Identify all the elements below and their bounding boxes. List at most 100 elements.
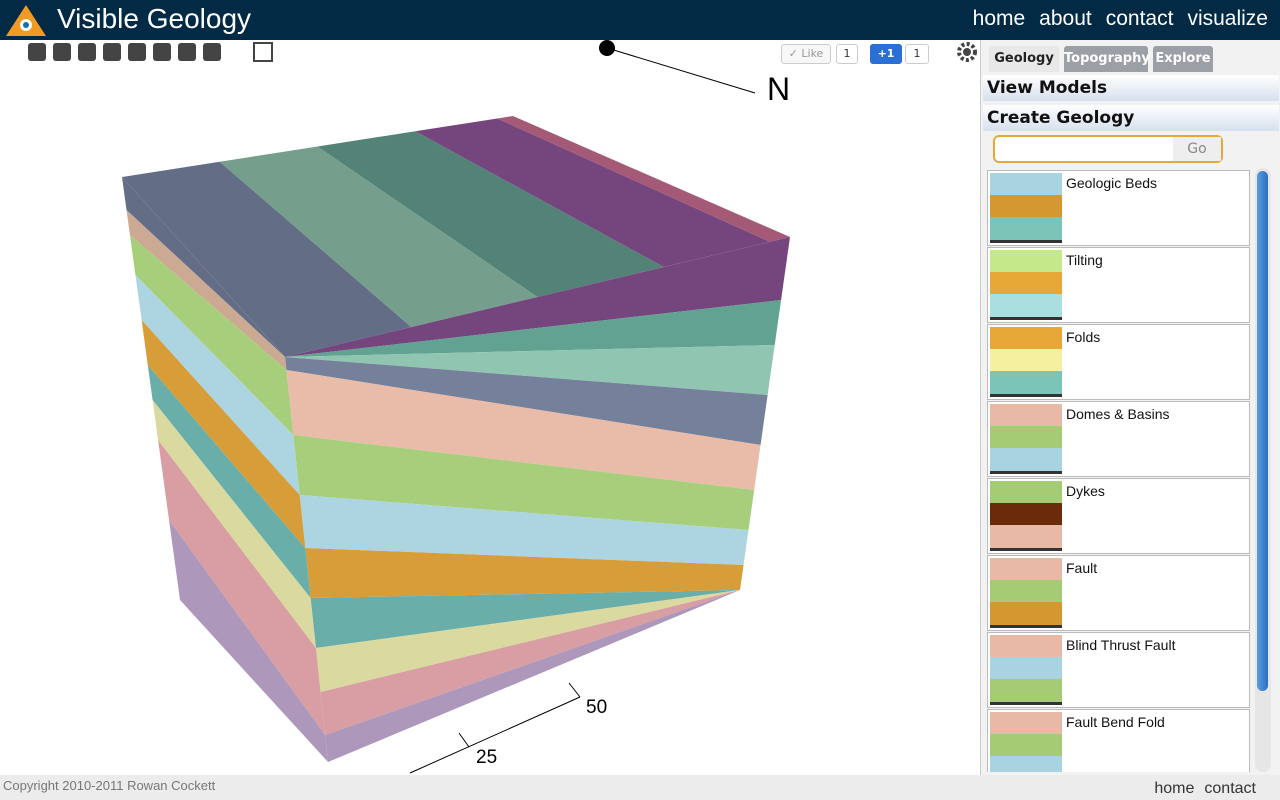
settings-icon[interactable] — [957, 42, 977, 62]
site-title: Visible Geology — [57, 3, 252, 34]
tool-thumbnail — [990, 404, 1062, 474]
scrollbar[interactable] — [1255, 168, 1271, 772]
nav-link[interactable]: visualize — [1187, 7, 1268, 30]
layer-face — [293, 435, 755, 530]
tool-item[interactable]: Folds — [987, 324, 1250, 400]
header: Visible Geology home about contact visua… — [0, 0, 1280, 40]
like-button[interactable]: ✓ Like — [781, 44, 831, 64]
layer-face — [285, 357, 768, 445]
tool-icon — [28, 43, 46, 61]
tool-label: Folds — [1066, 329, 1101, 345]
tool-item[interactable]: Tilting — [987, 247, 1250, 323]
plusone-button[interactable]: +1 — [870, 44, 902, 64]
layer-face — [305, 548, 744, 598]
tool-icon — [153, 43, 171, 61]
tab[interactable]: Explore — [1153, 46, 1213, 72]
tool-item[interactable]: Fault Bend Fold — [987, 709, 1250, 772]
nav-link[interactable]: about — [1039, 7, 1092, 30]
tool-label: Domes & Basins — [1066, 406, 1170, 422]
scale-tick — [568, 682, 581, 698]
layer-face — [122, 177, 285, 357]
scroll-thumb[interactable] — [1257, 171, 1268, 691]
tool-thumbnail — [990, 635, 1062, 705]
layer-face — [147, 365, 311, 598]
layer-face — [219, 146, 538, 327]
layer-face — [158, 440, 326, 735]
layer-face — [310, 590, 740, 648]
nav: home about contact visualize — [973, 7, 1268, 31]
logo — [6, 5, 46, 36]
tool-label: Tilting — [1066, 252, 1103, 268]
layer-face — [286, 370, 761, 490]
north-line — [606, 47, 756, 94]
tool-item[interactable]: Domes & Basins — [987, 401, 1250, 477]
north-label: N — [767, 71, 790, 107]
tool-icon — [53, 43, 71, 61]
layer-face — [299, 495, 749, 565]
tool-item[interactable]: Fault — [987, 555, 1250, 631]
layer-face — [126, 210, 287, 370]
tool-thumbnail — [990, 250, 1062, 320]
tool-icon — [78, 43, 96, 61]
layer-face — [152, 400, 316, 648]
plusone-count: 1 — [905, 44, 929, 64]
section-header[interactable]: Create Geology — [983, 105, 1279, 131]
tool-item[interactable]: Dykes — [987, 478, 1250, 554]
layer-face — [415, 118, 770, 267]
layer-face — [169, 520, 328, 762]
like-text: Like — [801, 47, 824, 60]
tool-label: Fault Bend Fold — [1066, 714, 1165, 730]
tool-thumbnail — [990, 481, 1062, 551]
footer: Copyright 2010-2011 Rowan Cockett home c… — [0, 775, 1280, 800]
tool-thumbnail — [990, 173, 1062, 243]
layer-face — [285, 237, 790, 357]
scale-tick — [458, 732, 470, 748]
tool-item[interactable]: Geologic Beds — [987, 170, 1250, 246]
layer-face — [122, 161, 412, 357]
nav-link[interactable]: home — [972, 7, 1026, 30]
search-box[interactable]: Go — [993, 135, 1223, 163]
tool-icon — [253, 42, 273, 62]
model-viewer[interactable]: N 50 25 — [0, 40, 980, 775]
layer-face — [285, 300, 782, 357]
tool-label: Dykes — [1066, 483, 1105, 499]
layer-face — [497, 116, 790, 242]
go-button[interactable]: Go — [1173, 137, 1221, 161]
footer-link[interactable]: contact — [1204, 780, 1256, 797]
tool-thumbnail — [990, 327, 1062, 397]
tool-icon — [128, 43, 146, 61]
sidebar: Geology Topography Explore View Models C… — [980, 40, 1280, 775]
tool-icon — [103, 43, 121, 61]
layer-face — [285, 345, 775, 395]
nav-link[interactable]: contact — [1105, 7, 1174, 30]
tool-icon — [178, 43, 196, 61]
layer-face — [141, 320, 306, 548]
tool-thumbnail — [990, 558, 1062, 628]
tool-thumbnail — [990, 712, 1062, 772]
layer-face — [135, 275, 300, 495]
tool-label: Blind Thrust Fault — [1066, 637, 1176, 653]
tool-icon — [203, 43, 221, 61]
like-count: 1 — [836, 44, 858, 64]
layer-face — [325, 590, 740, 762]
section-header[interactable]: View Models — [983, 75, 1279, 101]
footer-links: home contact — [1154, 780, 1256, 798]
copyright: Copyright 2010-2011 Rowan Cockett — [3, 778, 216, 793]
layer-face — [320, 590, 740, 735]
scale-label: 50 — [586, 697, 607, 718]
tool-label: Geologic Beds — [1066, 175, 1158, 191]
scale-axis — [409, 696, 581, 774]
tab[interactable]: Geology — [989, 46, 1059, 72]
tool-label: Fault — [1066, 560, 1098, 576]
layer-face — [317, 131, 664, 297]
tab[interactable]: Topography — [1064, 46, 1150, 72]
geology-block — [122, 116, 790, 762]
scale-label: 25 — [476, 747, 497, 768]
layer-face — [315, 590, 740, 692]
tool-list: Geologic Beds Tilting Folds Domes & Basins D… — [987, 170, 1251, 772]
tool-item[interactable]: Blind Thrust Fault — [987, 632, 1250, 708]
toolbar — [28, 42, 273, 62]
footer-link[interactable]: home — [1154, 780, 1195, 797]
layer-face — [129, 235, 294, 435]
